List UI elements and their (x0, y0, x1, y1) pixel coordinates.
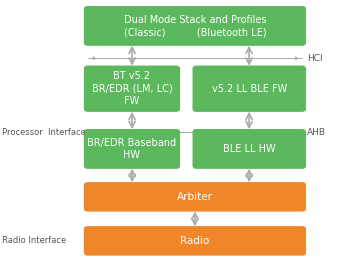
Text: Arbiter: Arbiter (177, 192, 213, 202)
Text: BR/EDR Baseband
HW: BR/EDR Baseband HW (87, 138, 177, 160)
Text: HCI: HCI (307, 54, 323, 63)
Text: Radio: Radio (180, 236, 209, 246)
FancyBboxPatch shape (193, 66, 306, 112)
FancyBboxPatch shape (84, 129, 180, 169)
Text: Radio Interface: Radio Interface (2, 236, 66, 245)
Text: v5.2 LL BLE FW: v5.2 LL BLE FW (211, 84, 287, 94)
FancyBboxPatch shape (84, 66, 180, 112)
FancyBboxPatch shape (84, 182, 306, 212)
FancyBboxPatch shape (84, 6, 306, 46)
Text: Processor  Interface: Processor Interface (2, 128, 86, 136)
Text: Dual Mode Stack and Profiles
(Classic)          (Bluetooth LE): Dual Mode Stack and Profiles (Classic) (… (124, 15, 266, 37)
Text: BLE LL HW: BLE LL HW (223, 144, 276, 154)
FancyBboxPatch shape (193, 129, 306, 169)
FancyBboxPatch shape (84, 226, 306, 256)
Text: AHB: AHB (307, 128, 326, 136)
Text: BT v5.2
BR/EDR (LM, LC)
FW: BT v5.2 BR/EDR (LM, LC) FW (91, 71, 172, 106)
